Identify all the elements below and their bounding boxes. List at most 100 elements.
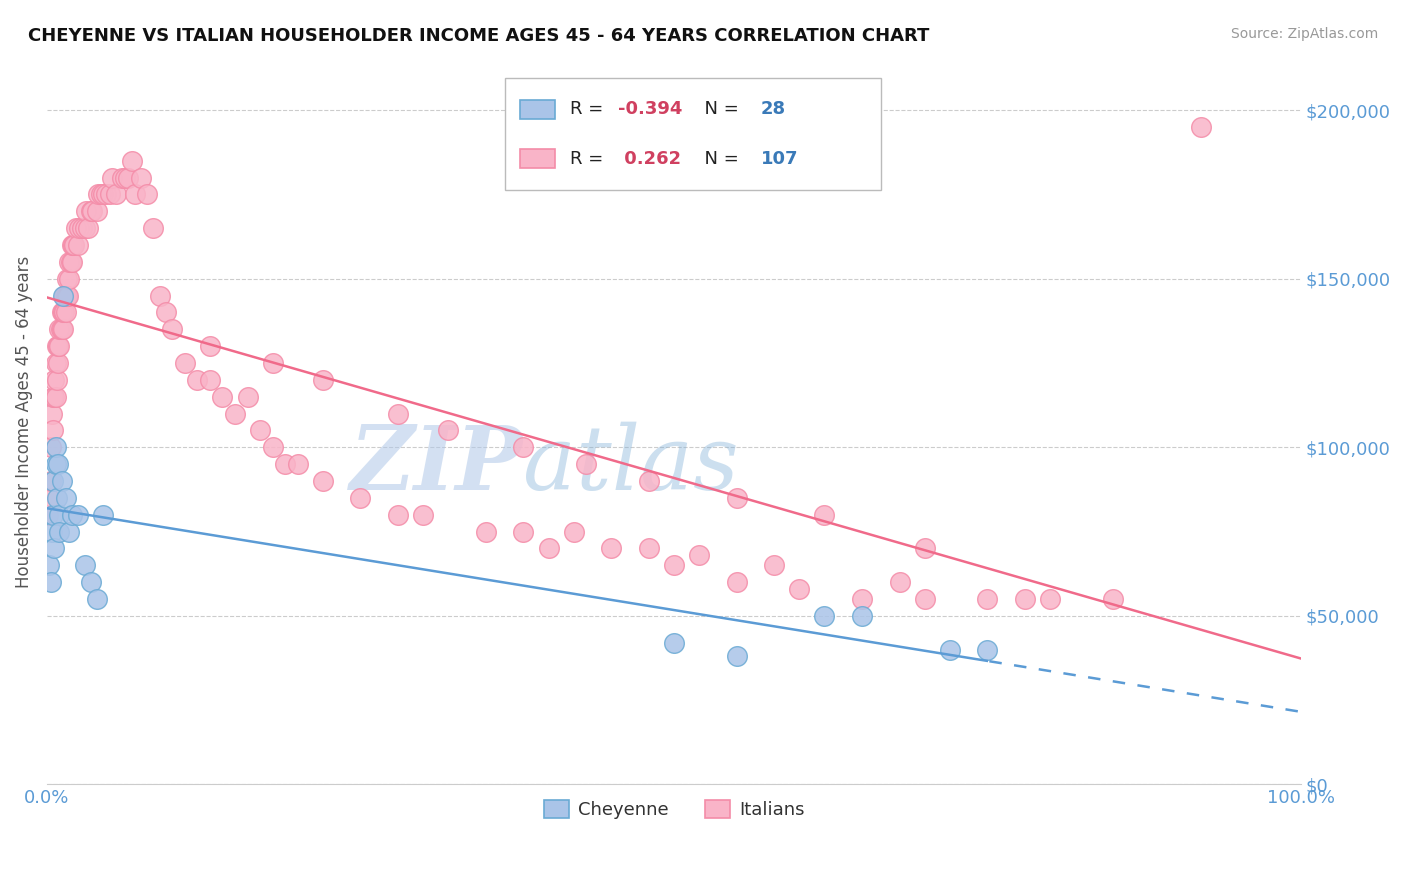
- Point: [44, 373, 66, 387]
- Point: [91, 187, 114, 202]
- Point: [121, 153, 143, 168]
- Point: [262, 440, 284, 454]
- Point: [914, 541, 936, 556]
- Point: [39, 575, 62, 590]
- Point: [45, 457, 67, 471]
- Text: Source: ZipAtlas.com: Source: ZipAtlas.com: [1230, 27, 1378, 41]
- Point: [67, 508, 90, 522]
- Point: [45, 356, 67, 370]
- Point: [349, 491, 371, 505]
- Point: [39, 440, 62, 454]
- Point: [58, 255, 80, 269]
- Point: [55, 305, 77, 319]
- Point: [48, 508, 70, 522]
- Point: [186, 373, 208, 387]
- Point: [387, 508, 409, 522]
- Point: [155, 305, 177, 319]
- Point: [91, 508, 114, 522]
- Point: [763, 136, 786, 151]
- Point: [58, 524, 80, 539]
- Point: [98, 187, 121, 202]
- Point: [46, 339, 69, 353]
- Point: [312, 373, 335, 387]
- Point: [70, 221, 93, 235]
- Point: [262, 356, 284, 370]
- Point: [600, 541, 623, 556]
- Point: [813, 508, 835, 522]
- Point: [87, 187, 110, 202]
- Point: [69, 221, 91, 235]
- Point: [44, 541, 66, 556]
- Point: [42, 424, 65, 438]
- Text: R =: R =: [569, 100, 609, 118]
- Point: [51, 474, 73, 488]
- Point: [80, 204, 103, 219]
- Point: [173, 356, 195, 370]
- Point: [52, 305, 75, 319]
- Point: [851, 608, 873, 623]
- Point: [889, 575, 911, 590]
- Point: [52, 288, 75, 302]
- Point: [60, 238, 83, 252]
- Text: CHEYENNE VS ITALIAN HOUSEHOLDER INCOME AGES 45 - 64 YEARS CORRELATION CHART: CHEYENNE VS ITALIAN HOUSEHOLDER INCOME A…: [28, 27, 929, 45]
- Point: [198, 373, 221, 387]
- Point: [249, 424, 271, 438]
- Point: [45, 373, 67, 387]
- Point: [725, 649, 748, 664]
- FancyBboxPatch shape: [520, 100, 555, 119]
- Point: [80, 575, 103, 590]
- Point: [688, 548, 710, 562]
- Point: [637, 474, 659, 488]
- Point: [813, 608, 835, 623]
- Point: [55, 288, 77, 302]
- Point: [46, 457, 69, 471]
- Point: [662, 558, 685, 573]
- Point: [42, 508, 65, 522]
- Point: [67, 238, 90, 252]
- Y-axis label: Householder Income Ages 45 - 64 years: Householder Income Ages 45 - 64 years: [15, 256, 32, 588]
- Point: [1102, 592, 1125, 607]
- Point: [142, 221, 165, 235]
- Text: N =: N =: [693, 100, 744, 118]
- Text: ZIP: ZIP: [350, 422, 523, 508]
- Point: [77, 221, 100, 235]
- Point: [437, 424, 460, 438]
- Text: N =: N =: [693, 150, 744, 168]
- Point: [55, 491, 77, 505]
- Point: [114, 170, 136, 185]
- Point: [39, 474, 62, 488]
- Point: [725, 491, 748, 505]
- Point: [789, 582, 811, 596]
- Point: [51, 322, 73, 336]
- Point: [75, 204, 97, 219]
- Point: [51, 305, 73, 319]
- Point: [53, 305, 76, 319]
- Point: [45, 440, 67, 454]
- Point: [38, 491, 60, 505]
- Point: [162, 322, 184, 336]
- Point: [60, 508, 83, 522]
- Point: [101, 170, 124, 185]
- Point: [46, 356, 69, 370]
- Point: [58, 271, 80, 285]
- Text: 28: 28: [761, 100, 786, 118]
- Point: [274, 457, 297, 471]
- Point: [65, 221, 87, 235]
- Point: [976, 592, 998, 607]
- Point: [58, 288, 80, 302]
- Point: [1189, 120, 1212, 134]
- Point: [86, 592, 108, 607]
- Point: [73, 558, 96, 573]
- Point: [45, 491, 67, 505]
- Point: [59, 255, 82, 269]
- Point: [62, 238, 84, 252]
- Legend: Cheyenne, Italians: Cheyenne, Italians: [536, 792, 811, 826]
- FancyBboxPatch shape: [505, 78, 882, 190]
- Point: [45, 339, 67, 353]
- Point: [56, 288, 79, 302]
- Point: [94, 187, 117, 202]
- Point: [236, 390, 259, 404]
- Point: [53, 288, 76, 302]
- Point: [49, 322, 72, 336]
- Point: [136, 187, 159, 202]
